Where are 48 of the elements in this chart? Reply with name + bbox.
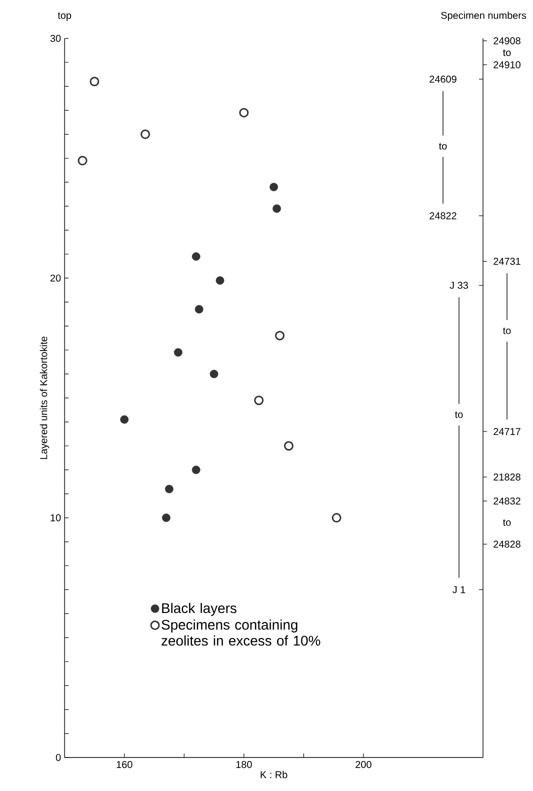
point: [270, 182, 278, 192]
point: [210, 370, 218, 378]
text: 24731: [494, 258, 520, 265]
text: to: [503, 519, 511, 526]
point: [192, 466, 200, 474]
annotation: to: [439, 142, 447, 150]
annotation: 24822: [430, 212, 456, 220]
x-axis-title: K : Rb: [260, 770, 288, 778]
text: to: [503, 50, 511, 56]
text: Specimen numbers: [441, 12, 526, 21]
x-tick-label: 200: [356, 761, 372, 768]
text: top: [58, 12, 72, 21]
point: [78, 156, 88, 166]
text: 24832: [494, 497, 520, 505]
annotation: J 33: [450, 282, 468, 289]
point: [284, 441, 294, 451]
y-tick-label: 20: [50, 274, 61, 282]
legend-label: Black layers: [162, 602, 236, 616]
point: [165, 484, 174, 494]
point: [194, 305, 204, 314]
point: [272, 204, 281, 213]
annotation: J 1: [452, 586, 466, 594]
point: [254, 396, 264, 406]
point: [239, 108, 249, 118]
y-tick-label: 30: [50, 34, 61, 42]
annotation: 24609: [430, 76, 456, 83]
point: [120, 415, 129, 424]
text: 24910: [494, 61, 520, 68]
y-tick-label: 0: [56, 754, 61, 762]
y-axis-title: Layered units of Kakortokite: [40, 336, 50, 459]
point: [140, 130, 150, 140]
text: 24908: [494, 37, 520, 44]
x-tick-label: 180: [236, 761, 252, 768]
legend-label: Specimens containing zeolites in excess of 10%: [162, 619, 320, 646]
y-tick-label: 10: [50, 514, 61, 522]
point: [275, 330, 285, 340]
text: 24828: [494, 540, 520, 548]
x-tick-label: 160: [116, 761, 132, 768]
point: [174, 348, 182, 357]
point: [90, 76, 100, 86]
point: [332, 513, 342, 523]
text: 21828: [494, 474, 520, 481]
annotation: to: [455, 411, 463, 418]
point: [192, 252, 200, 261]
text: 24717: [494, 428, 520, 435]
text: to: [503, 328, 511, 334]
point: [162, 514, 170, 522]
point: [216, 276, 224, 285]
